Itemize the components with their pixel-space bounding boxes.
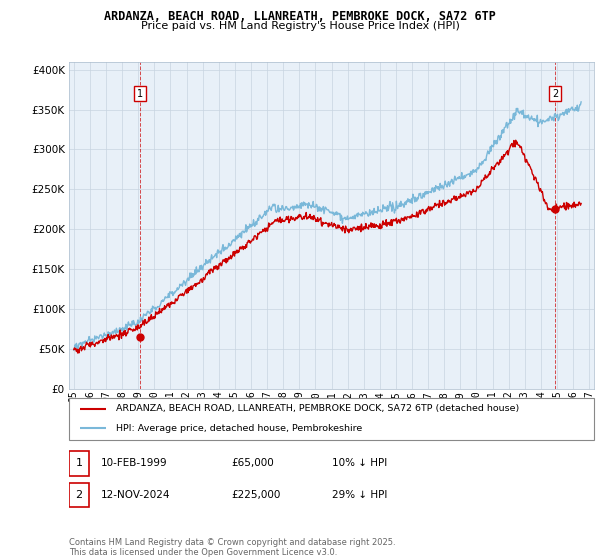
Text: 1: 1 bbox=[137, 88, 143, 99]
Text: Price paid vs. HM Land Registry's House Price Index (HPI): Price paid vs. HM Land Registry's House … bbox=[140, 21, 460, 31]
Text: ARDANZA, BEACH ROAD, LLANREATH, PEMBROKE DOCK, SA72 6TP (detached house): ARDANZA, BEACH ROAD, LLANREATH, PEMBROKE… bbox=[116, 404, 520, 413]
Text: Contains HM Land Registry data © Crown copyright and database right 2025.
This d: Contains HM Land Registry data © Crown c… bbox=[69, 538, 395, 557]
Text: 10-FEB-1999: 10-FEB-1999 bbox=[101, 459, 167, 469]
Text: £225,000: £225,000 bbox=[232, 490, 281, 500]
Bar bbox=[69, 483, 89, 507]
Text: 2: 2 bbox=[552, 88, 558, 99]
Text: ARDANZA, BEACH ROAD, LLANREATH, PEMBROKE DOCK, SA72 6TP: ARDANZA, BEACH ROAD, LLANREATH, PEMBROKE… bbox=[104, 10, 496, 23]
Bar bbox=[69, 451, 89, 475]
Text: 2: 2 bbox=[76, 490, 83, 500]
Text: 1: 1 bbox=[76, 459, 82, 469]
Text: 12-NOV-2024: 12-NOV-2024 bbox=[101, 490, 170, 500]
Text: HPI: Average price, detached house, Pembrokeshire: HPI: Average price, detached house, Pemb… bbox=[116, 424, 362, 433]
Text: £65,000: £65,000 bbox=[232, 459, 275, 469]
Text: 29% ↓ HPI: 29% ↓ HPI bbox=[331, 490, 387, 500]
Text: 10% ↓ HPI: 10% ↓ HPI bbox=[331, 459, 387, 469]
